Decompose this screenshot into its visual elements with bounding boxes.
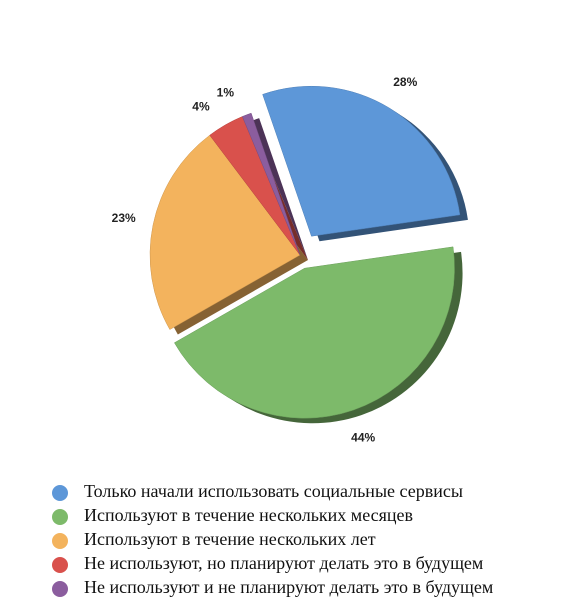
legend-label: Только начали использовать социальные се…: [84, 481, 463, 501]
data-label: 4%: [192, 99, 210, 113]
legend-marker: [52, 557, 68, 573]
legend-label: Используют в течение нескольких лет: [84, 529, 376, 549]
legend-marker: [52, 581, 68, 597]
slice: [174, 246, 455, 419]
data-label: 1%: [217, 86, 235, 100]
legend-marker: [52, 509, 68, 525]
legend-marker: [52, 533, 68, 549]
slice: [242, 112, 301, 256]
legend-label: Не используют, но планируют делать это в…: [84, 553, 483, 573]
data-label: 44%: [351, 431, 375, 445]
data-label: 28%: [393, 75, 417, 89]
slice: [262, 85, 461, 237]
legend-label: Не используют и не планируют делать это …: [84, 577, 493, 597]
slice: [149, 134, 301, 330]
legend-marker: [52, 485, 68, 501]
data-label: 23%: [112, 211, 136, 225]
legend: Только начали использовать социальные се…: [52, 481, 493, 597]
legend-label: Используют в течение нескольких месяцев: [84, 505, 413, 525]
